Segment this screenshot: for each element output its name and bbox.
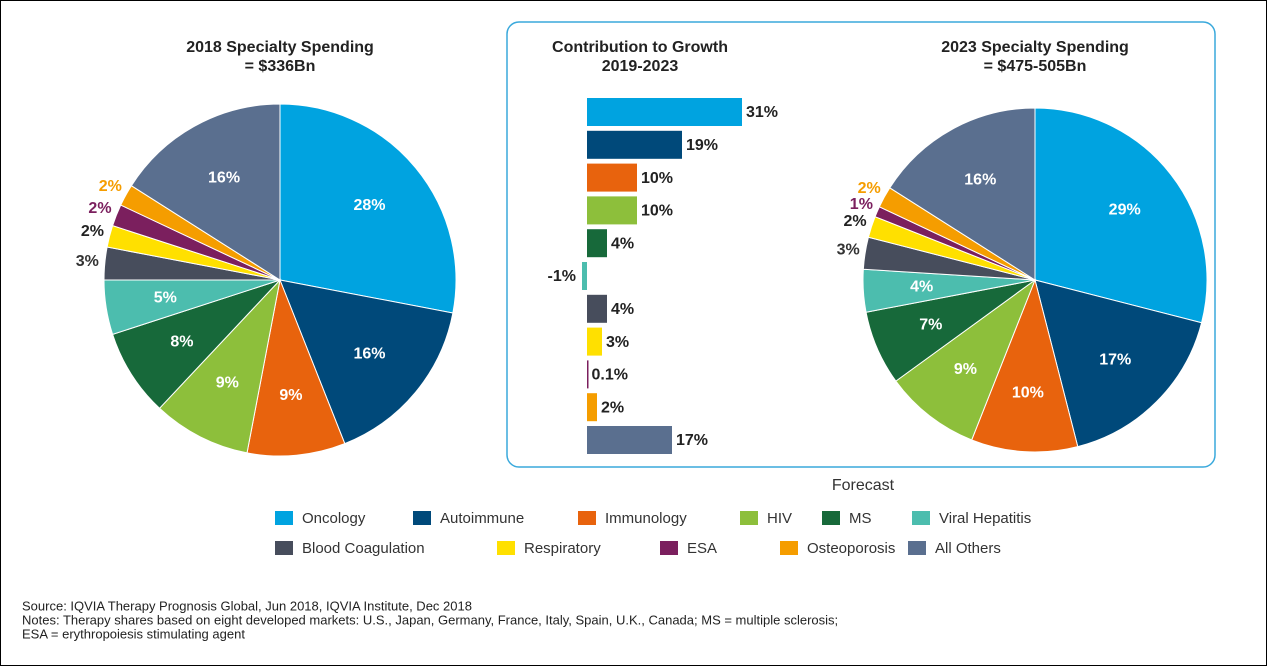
bar: [587, 163, 637, 192]
data-label: 5%: [154, 289, 177, 306]
bar: [587, 360, 589, 389]
legend-swatch: [912, 511, 930, 525]
data-label: 9%: [216, 375, 239, 392]
data-label: 3%: [76, 253, 99, 270]
legend-swatch: [908, 541, 926, 555]
pie-slice: [1034, 279, 1203, 448]
data-label: 4%: [910, 278, 933, 295]
data-label: -1%: [548, 268, 576, 285]
forecast-box: [506, 21, 1216, 468]
legend-swatch: [497, 541, 515, 555]
bar: [587, 229, 607, 258]
chart-subtitle: = $475-505Bn: [984, 58, 1087, 75]
legend-swatch: [275, 511, 293, 525]
data-label: 29%: [1109, 202, 1141, 219]
data-label: 3%: [606, 334, 629, 351]
data-label: 2%: [601, 399, 624, 416]
bar: [587, 98, 742, 126]
data-label: 10%: [641, 203, 673, 220]
legend-label: All Others: [935, 540, 1001, 557]
legend-label: Immunology: [605, 510, 687, 527]
chart-title: 2023 Specialty Spending: [941, 39, 1129, 56]
chart-title: Contribution to Growth: [552, 39, 728, 56]
data-label: 10%: [641, 170, 673, 187]
data-label: 0.1%: [592, 367, 628, 384]
legend-swatch: [413, 511, 431, 525]
box-label: Forecast: [832, 477, 895, 494]
legend-label: Oncology: [302, 510, 366, 527]
pie-slice: [111, 279, 281, 410]
legend-label: MS: [849, 510, 872, 527]
data-label: 31%: [746, 104, 778, 121]
data-label: 10%: [1012, 385, 1044, 402]
note: Source: IQVIA Therapy Prognosis Global, …: [22, 598, 472, 613]
data-label: 1%: [850, 196, 873, 213]
pie-slice: [1034, 107, 1208, 324]
bar: [587, 327, 602, 356]
legend-swatch: [660, 541, 678, 555]
pie-slice: [246, 278, 346, 457]
data-label: 9%: [954, 361, 977, 378]
pie-slice: [279, 103, 457, 314]
legend-swatch: [275, 541, 293, 555]
note: ESA = erythropoiesis stimulating agent: [22, 626, 245, 641]
chart-subtitle: 2019-2023: [602, 58, 679, 75]
chart-subtitle: = $336Bn: [245, 58, 316, 75]
data-label: 28%: [353, 197, 385, 214]
data-label: 17%: [1099, 351, 1131, 368]
note: Notes: Therapy shares based on eight dev…: [22, 612, 838, 627]
data-label: 4%: [611, 301, 634, 318]
pie-slice: [158, 278, 281, 454]
bar: [587, 393, 597, 422]
data-label: 16%: [208, 169, 240, 186]
data-label: 2%: [81, 223, 104, 240]
bar: [587, 196, 637, 225]
pie-slice: [895, 278, 1037, 441]
data-label: 7%: [919, 316, 942, 333]
pie-slice: [971, 278, 1079, 453]
bar: [587, 294, 607, 323]
bar: [587, 130, 682, 159]
legend-label: ESA: [687, 540, 717, 557]
legend-swatch: [740, 511, 758, 525]
data-label: 2%: [858, 180, 881, 197]
pie-slice: [130, 103, 281, 281]
data-label: 3%: [837, 242, 860, 259]
bar: [582, 262, 587, 290]
legend-swatch: [822, 511, 840, 525]
data-label: 2%: [99, 178, 122, 195]
bar: [587, 426, 672, 454]
data-label: 9%: [279, 387, 302, 404]
data-label: 19%: [686, 137, 718, 154]
pie-slice: [279, 279, 454, 445]
legend-label: Respiratory: [524, 540, 601, 557]
data-label: 4%: [611, 235, 634, 252]
legend-label: Blood Coagulation: [302, 540, 425, 557]
data-label: 2%: [843, 213, 866, 230]
data-label: 8%: [170, 333, 193, 350]
legend-label: Autoimmune: [440, 510, 524, 527]
data-label: 2%: [88, 200, 111, 217]
pie-slice: [889, 107, 1036, 281]
legend-swatch: [780, 541, 798, 555]
legend-label: HIV: [767, 510, 792, 527]
legend-label: Osteoporosis: [807, 540, 895, 557]
legend-swatch: [578, 511, 596, 525]
data-label: 16%: [353, 345, 385, 362]
data-label: 16%: [964, 172, 996, 189]
chart-title: 2018 Specialty Spending: [186, 39, 374, 56]
legend-label: Viral Hepatitis: [939, 510, 1031, 527]
data-label: 17%: [676, 432, 708, 449]
